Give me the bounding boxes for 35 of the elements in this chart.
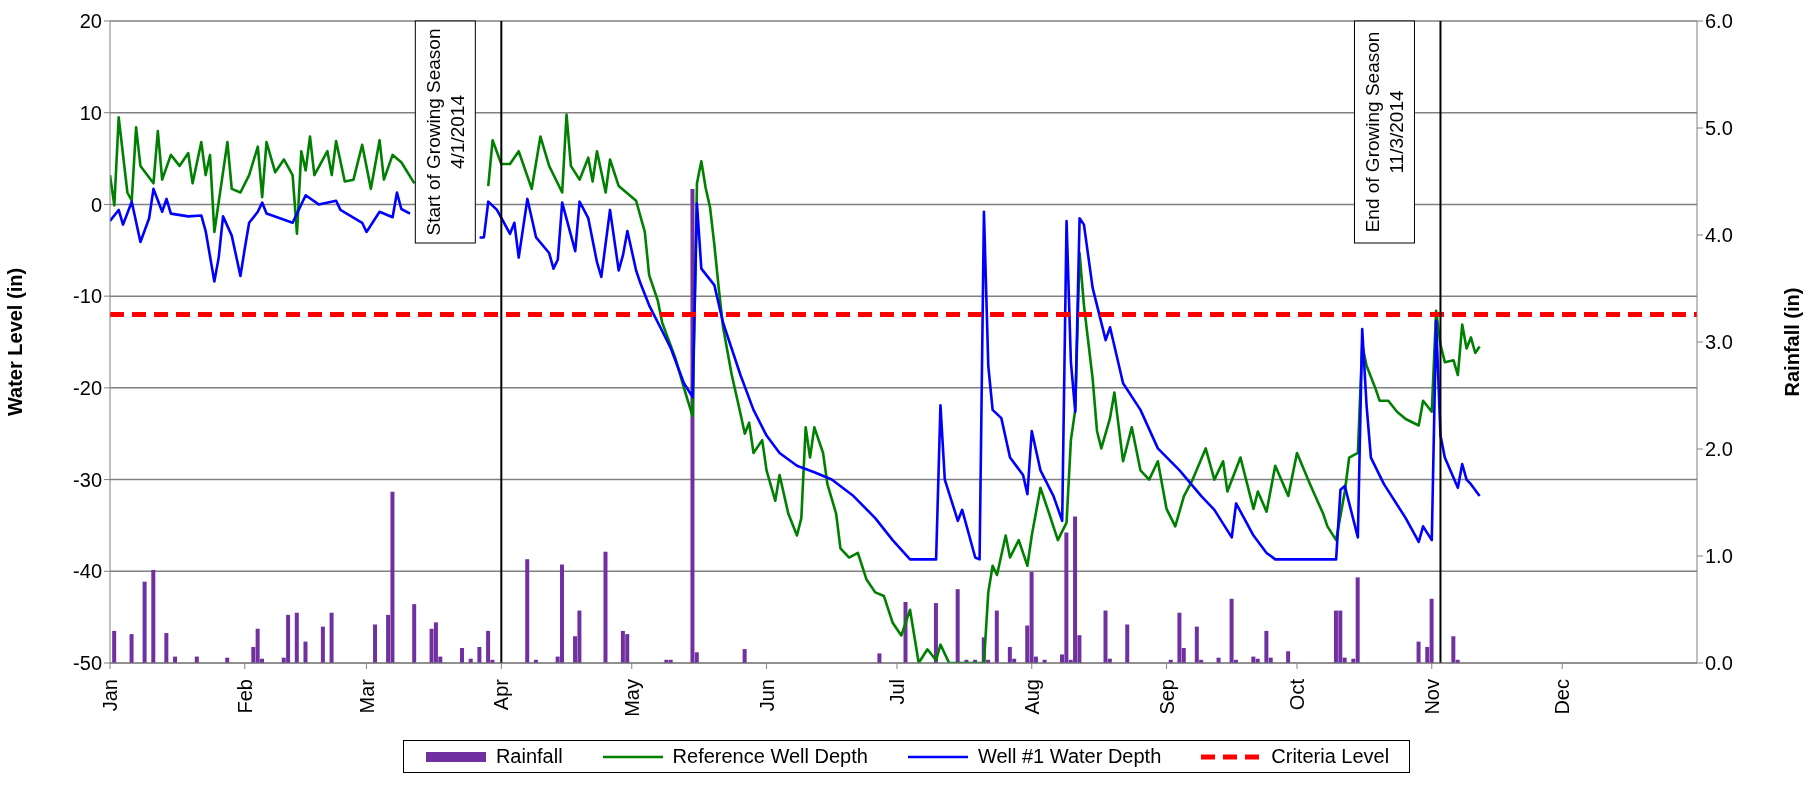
- y-axis-title: Water Level (in): [4, 267, 27, 417]
- y-tick-label: -50: [73, 652, 102, 675]
- x-tick-label: Jun: [755, 679, 778, 712]
- legend-label: Reference Well Depth: [672, 745, 868, 768]
- legend-label: Rainfall: [495, 745, 563, 768]
- y-tick-label: -10: [73, 285, 102, 308]
- y-tick-label: -30: [73, 468, 102, 491]
- x-tick-label: Mar: [355, 678, 378, 714]
- y-tick-label: 20: [79, 10, 102, 33]
- x-tick-label: Dec: [1551, 679, 1574, 715]
- y-tick-label: -40: [73, 560, 102, 583]
- y2-tick-label: 1.0: [1705, 545, 1733, 568]
- x-tick-label: Nov: [1420, 679, 1443, 715]
- y2-tick-label: 5.0: [1705, 117, 1733, 140]
- y2-tick-label: 2.0: [1705, 438, 1733, 461]
- ref-line-label: End of Growing Season 11/3/2014: [1361, 31, 1407, 233]
- legend-label: Criteria Level: [1271, 745, 1390, 768]
- ref-line-label: Start of Growing Season 4/1/2014: [422, 28, 468, 236]
- x-tick-label: Jan: [99, 679, 121, 712]
- y2-tick-label: 6.0: [1705, 10, 1733, 33]
- x-tick-label: Aug: [1020, 679, 1043, 715]
- y2-tick-label: 0.0: [1705, 652, 1733, 675]
- x-tick-label: Jul: [885, 679, 908, 705]
- y-tick-label: 10: [79, 101, 102, 124]
- y2-tick-label: 4.0: [1705, 224, 1733, 247]
- legend-label: Well #1 Water Depth: [977, 745, 1162, 768]
- x-tick-label: Sep: [1155, 679, 1178, 715]
- y-tick-label: -20: [73, 376, 102, 399]
- x-tick-label: Apr: [490, 678, 513, 711]
- y-tick-label: 0: [90, 193, 102, 216]
- x-tick-label: May: [620, 679, 643, 717]
- x-tick-label: Feb: [233, 679, 256, 714]
- x-tick-label: Oct: [1285, 678, 1308, 711]
- y2-axis-title: Rainfall (in): [1781, 287, 1804, 397]
- y2-tick-label: 3.0: [1705, 331, 1733, 354]
